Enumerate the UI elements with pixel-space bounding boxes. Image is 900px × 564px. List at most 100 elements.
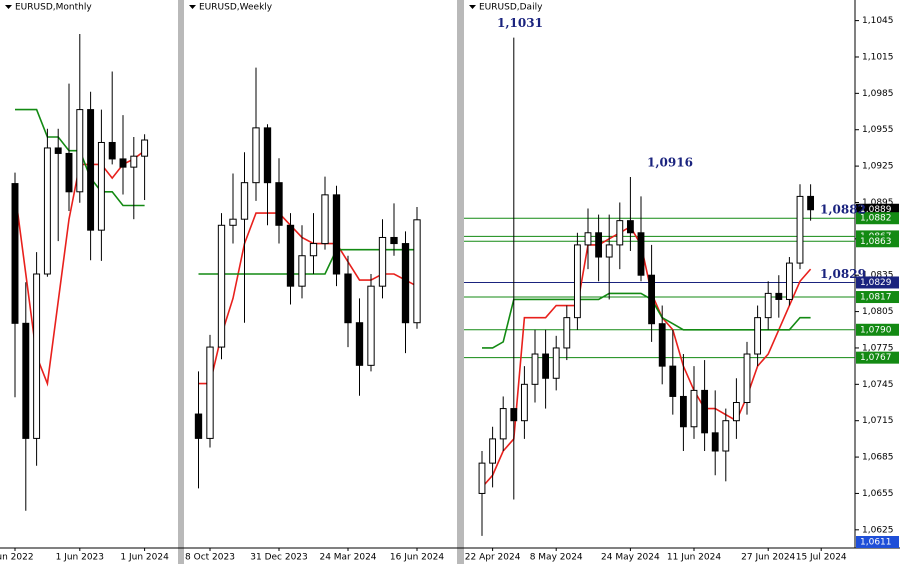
candle-body — [275, 182, 283, 226]
y-tick-label: 1,0775 — [862, 343, 894, 353]
chart-title: EURUSD,Weekly — [199, 3, 273, 13]
y-tick-label: 1,0955 — [862, 125, 894, 135]
panel-divider — [457, 0, 464, 564]
candle-body — [743, 353, 751, 404]
candle-body — [732, 402, 740, 422]
candle-body — [679, 395, 687, 428]
candle-body — [355, 322, 364, 366]
plot-area — [11, 33, 149, 511]
x-tick-label: 22 Apr 2024 — [465, 553, 521, 563]
candle-body — [252, 127, 260, 184]
x-tick-label: 24 May 2024 — [601, 553, 660, 563]
candle-body — [499, 408, 507, 440]
price-label-box — [856, 276, 899, 289]
candle-body — [119, 158, 127, 168]
candle-body — [552, 347, 560, 379]
candle-body — [97, 141, 105, 231]
candle-body — [722, 420, 730, 452]
y-tick-label: 1,0625 — [862, 525, 894, 535]
candle-body — [390, 236, 398, 245]
plot-area — [194, 67, 421, 489]
y-tick-label: 1,1015 — [862, 52, 894, 62]
candle-body — [130, 155, 138, 168]
y-tick-label: 1,0925 — [862, 162, 894, 172]
candle-body — [141, 139, 149, 157]
x-tick-label: 1 Jun 2023 — [56, 553, 104, 563]
annotation: 1,1031 — [497, 16, 543, 30]
candle-body — [573, 244, 581, 319]
candle-body — [229, 218, 237, 226]
price-label-box — [856, 323, 899, 336]
panel-divider — [178, 0, 184, 564]
annotation: 1,0916 — [647, 156, 693, 170]
y-tick-label: 1,0895 — [862, 198, 894, 208]
x-tick-label: 31 Dec 2023 — [250, 553, 308, 563]
x-tick-label: 8 May 2024 — [530, 553, 583, 563]
price-label: 1,0829 — [860, 278, 892, 288]
candle-body — [637, 232, 645, 276]
price-label: 1,0889 — [860, 205, 892, 215]
x-tick-label: 8 Oct 2023 — [185, 553, 235, 563]
candle-body — [54, 147, 62, 154]
x-tick-label: un 2022 — [0, 553, 34, 563]
price-label-box — [856, 351, 899, 364]
candle-body — [43, 147, 51, 275]
candle-body — [286, 224, 295, 287]
candle-body — [309, 243, 318, 257]
candle-body — [206, 346, 214, 439]
candle-body — [65, 152, 73, 193]
candle-body — [413, 219, 421, 324]
candle-body — [775, 292, 783, 300]
candle-body — [76, 109, 84, 193]
candle-body — [510, 408, 518, 422]
x-tick-label: 11 Jun 2024 — [667, 553, 721, 563]
candle-body — [595, 232, 603, 258]
candle-body — [478, 462, 486, 494]
candle-body — [701, 389, 709, 434]
candle-body — [87, 109, 95, 231]
price-label: 1,0882 — [860, 214, 892, 224]
y-tick-label: 1,0715 — [862, 416, 894, 426]
y-tick-label: 1,1045 — [862, 16, 894, 26]
candle-body — [690, 389, 698, 428]
candle-body — [108, 141, 116, 160]
candle-body — [298, 255, 306, 287]
candle-body — [194, 413, 203, 439]
candle-body — [489, 438, 497, 464]
candle-body — [33, 273, 41, 439]
indicator-line — [481, 225, 812, 488]
candle-body — [344, 273, 352, 324]
plot-area — [464, 37, 855, 536]
candle-body — [11, 183, 19, 324]
price-label-box — [856, 536, 899, 548]
price-label: 1,0611 — [860, 538, 892, 548]
y-tick-label: 1,0685 — [862, 453, 894, 463]
candle-body — [531, 353, 539, 385]
candle-body — [807, 195, 815, 211]
candle-body — [22, 322, 30, 439]
price-label-box — [856, 235, 899, 248]
candle-body — [321, 194, 329, 245]
y-tick-label: 1,0835 — [862, 271, 894, 281]
x-tick-label: 16 Jun 2024 — [390, 553, 444, 563]
price-label: 1,0863 — [860, 237, 892, 247]
candle-body — [563, 317, 571, 349]
annotation: 1,0829 — [820, 267, 866, 281]
title-arrow — [469, 5, 476, 9]
chart-title: EURUSD,Daily — [479, 3, 543, 13]
candle-body — [378, 236, 387, 287]
candle-body — [764, 292, 772, 319]
title-arrow — [189, 5, 196, 9]
x-tick-label: 27 Jun 2024 — [741, 553, 795, 563]
candle-body — [669, 365, 677, 397]
y-tick-label: 1,0655 — [862, 489, 894, 499]
candle-body — [401, 243, 410, 324]
annotation: 1,0882 — [820, 203, 866, 217]
price-label: 1,0767 — [860, 353, 892, 363]
y-tick-label: 1,0985 — [862, 89, 894, 99]
candle-body — [542, 353, 550, 379]
price-label-box — [856, 212, 899, 225]
candle-body — [240, 182, 249, 220]
candle-body — [263, 127, 272, 184]
